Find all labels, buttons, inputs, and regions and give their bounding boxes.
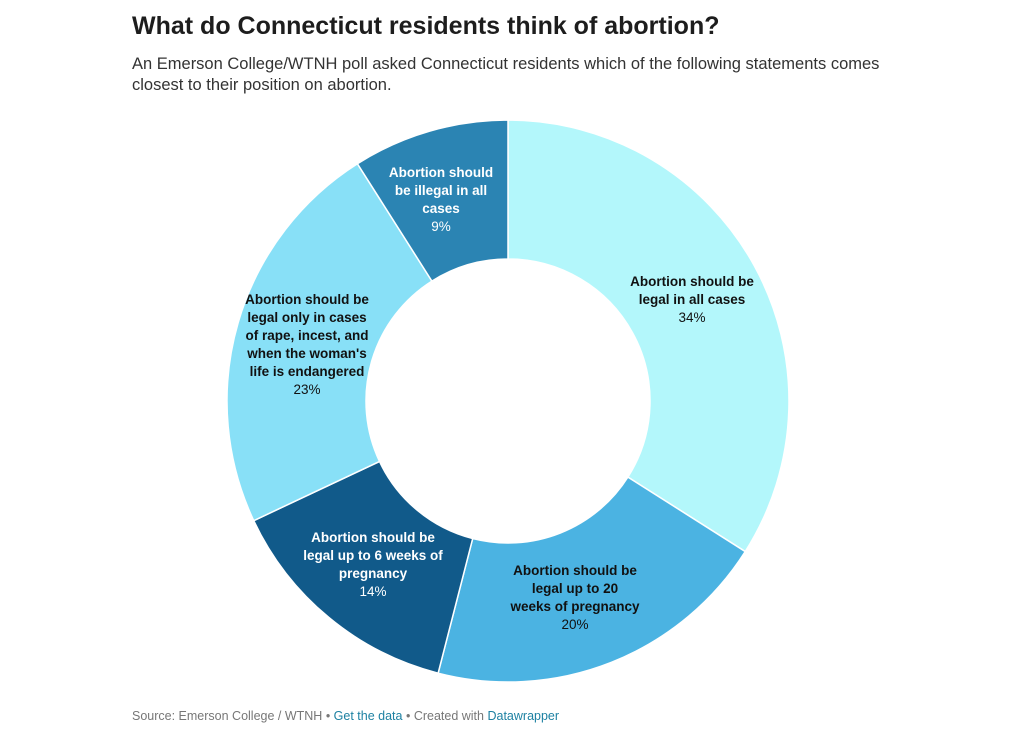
slice-label: Abortion should be illegal in all cases 9… bbox=[381, 164, 501, 236]
donut-slice bbox=[226, 162, 433, 522]
created-with-text: Created with bbox=[413, 709, 484, 723]
slice-label: Abortion should be legal only in cases o… bbox=[242, 291, 372, 399]
donut-slice bbox=[252, 460, 474, 675]
slice-value-label: 20% bbox=[561, 617, 589, 632]
slice-label: Abortion should be legal up to 6 weeks o… bbox=[298, 529, 448, 601]
slice-value-label: 9% bbox=[431, 219, 451, 234]
slice-value-label: 14% bbox=[359, 584, 387, 599]
slice-label: Abortion should be legal in all cases 34% bbox=[622, 273, 762, 327]
slice-value-label: 23% bbox=[293, 382, 321, 397]
slice-value-label: 34% bbox=[678, 310, 706, 325]
donut-slice bbox=[507, 119, 790, 553]
donut-slice bbox=[356, 119, 509, 283]
slice-label-text: Abortion should be legal up to 20 weeks … bbox=[510, 563, 640, 614]
source-text: Source: Emerson College / WTNH bbox=[132, 709, 323, 723]
chart-subtitle: An Emerson College/WTNH poll asked Conne… bbox=[132, 55, 880, 94]
slice-label-text: Abortion should be legal up to 6 weeks o… bbox=[303, 530, 443, 581]
slice-label: Abortion should be legal up to 20 weeks … bbox=[510, 562, 640, 634]
datawrapper-link[interactable]: Datawrapper bbox=[487, 709, 560, 723]
get-data-link[interactable]: Get the data bbox=[333, 709, 403, 723]
slice-label-text: Abortion should be illegal in all cases bbox=[388, 165, 494, 216]
footer: Source: Emerson College / WTNH • Get the… bbox=[132, 709, 559, 723]
slice-label-text: Abortion should be legal only in cases o… bbox=[245, 292, 369, 379]
chart-title: What do Connecticut residents think of a… bbox=[132, 12, 720, 40]
separator: • bbox=[402, 709, 414, 723]
slice-label-text: Abortion should be legal in all cases bbox=[630, 274, 754, 307]
donut-slice bbox=[437, 476, 747, 683]
separator: • bbox=[322, 709, 334, 723]
